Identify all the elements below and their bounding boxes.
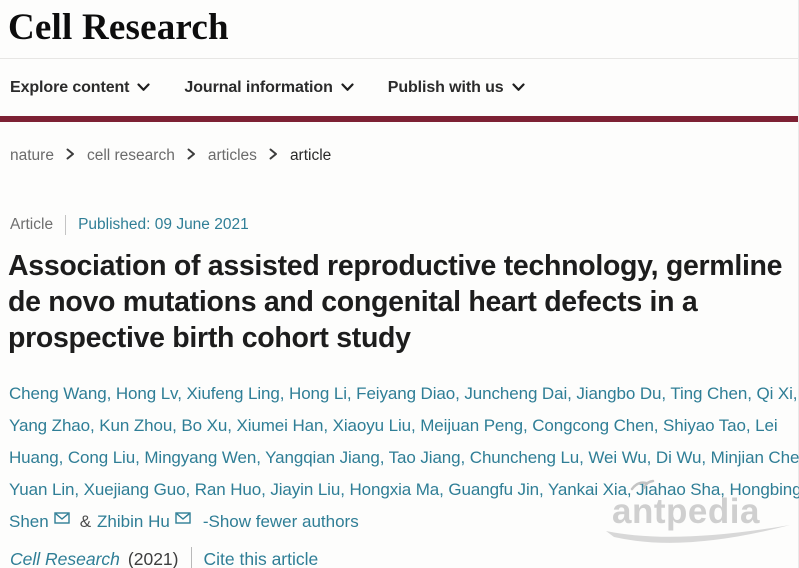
author-line[interactable]: Cheng Wang, Hong Lv, Xiufeng Ling, Hong … [9, 384, 798, 403]
author-link-zhibin-hu[interactable]: Zhibin Hu [97, 512, 170, 531]
chevron-down-icon [137, 79, 151, 97]
nav-label: Explore content [10, 78, 130, 96]
nav-journal-information[interactable]: Journal information [184, 78, 354, 97]
breadcrumb: nature cell research articles article [0, 122, 798, 166]
author-link-shen[interactable]: Shen [9, 512, 49, 531]
breadcrumb-article: article [289, 147, 332, 164]
chevron-right-icon [187, 147, 196, 165]
article-type-label: Article [10, 216, 54, 233]
ampersand: & [79, 512, 92, 531]
nav-publish-with-us[interactable]: Publish with us [388, 79, 525, 97]
breadcrumb-nature[interactable]: nature [10, 147, 54, 164]
divider [65, 215, 67, 235]
brand-accent-bar [0, 116, 798, 122]
article-title: Association of assisted reproductive tec… [8, 250, 783, 354]
chevron-down-icon [511, 79, 525, 97]
main-nav: Explore content Journal information Publ… [0, 59, 798, 116]
email-icon[interactable] [175, 503, 191, 535]
citation-year: (2021) [127, 548, 179, 568]
citation-row: Cell Research (2021) Cite this article [10, 547, 798, 568]
author-line[interactable]: Yang Zhao, Kun Zhou, Bo Xu, Xiumei Han, … [9, 416, 778, 435]
author-list: Cheng Wang, Hong Lv, Xiufeng Ling, Hong … [9, 378, 799, 538]
breadcrumb-cell-research[interactable]: cell research [86, 147, 175, 164]
chevron-down-icon [341, 79, 354, 97]
nav-label: Publish with us [387, 78, 504, 96]
show-fewer-authors-link[interactable]: -Show fewer authors [202, 512, 359, 531]
published-date: Published: 09 June 2021 [78, 216, 249, 233]
article-meta: Article Published: 09 June 2021 [10, 215, 798, 235]
email-icon[interactable] [54, 503, 70, 535]
nav-explore-content[interactable]: Explore content [10, 78, 151, 97]
divider [190, 547, 192, 568]
author-line[interactable]: Huang, Cong Liu, Mingyang Wen, Yangqian … [9, 448, 799, 467]
cite-this-article-link[interactable]: Cite this article [203, 548, 319, 568]
nav-label: Journal information [184, 78, 333, 96]
masthead: Cell Research [0, 0, 798, 59]
breadcrumb-articles[interactable]: articles [207, 147, 257, 164]
journal-logo[interactable]: Cell Research [8, 7, 229, 48]
chevron-right-icon [66, 147, 75, 165]
author-final-line: Shen & Zhibin Hu -Show fewer authors [9, 506, 798, 538]
citation-journal-link[interactable]: Cell Research [10, 548, 120, 568]
chevron-right-icon [269, 147, 278, 165]
author-line[interactable]: Yuan Lin, Xuejiang Guo, Ran Huo, Jiayin … [9, 480, 799, 499]
